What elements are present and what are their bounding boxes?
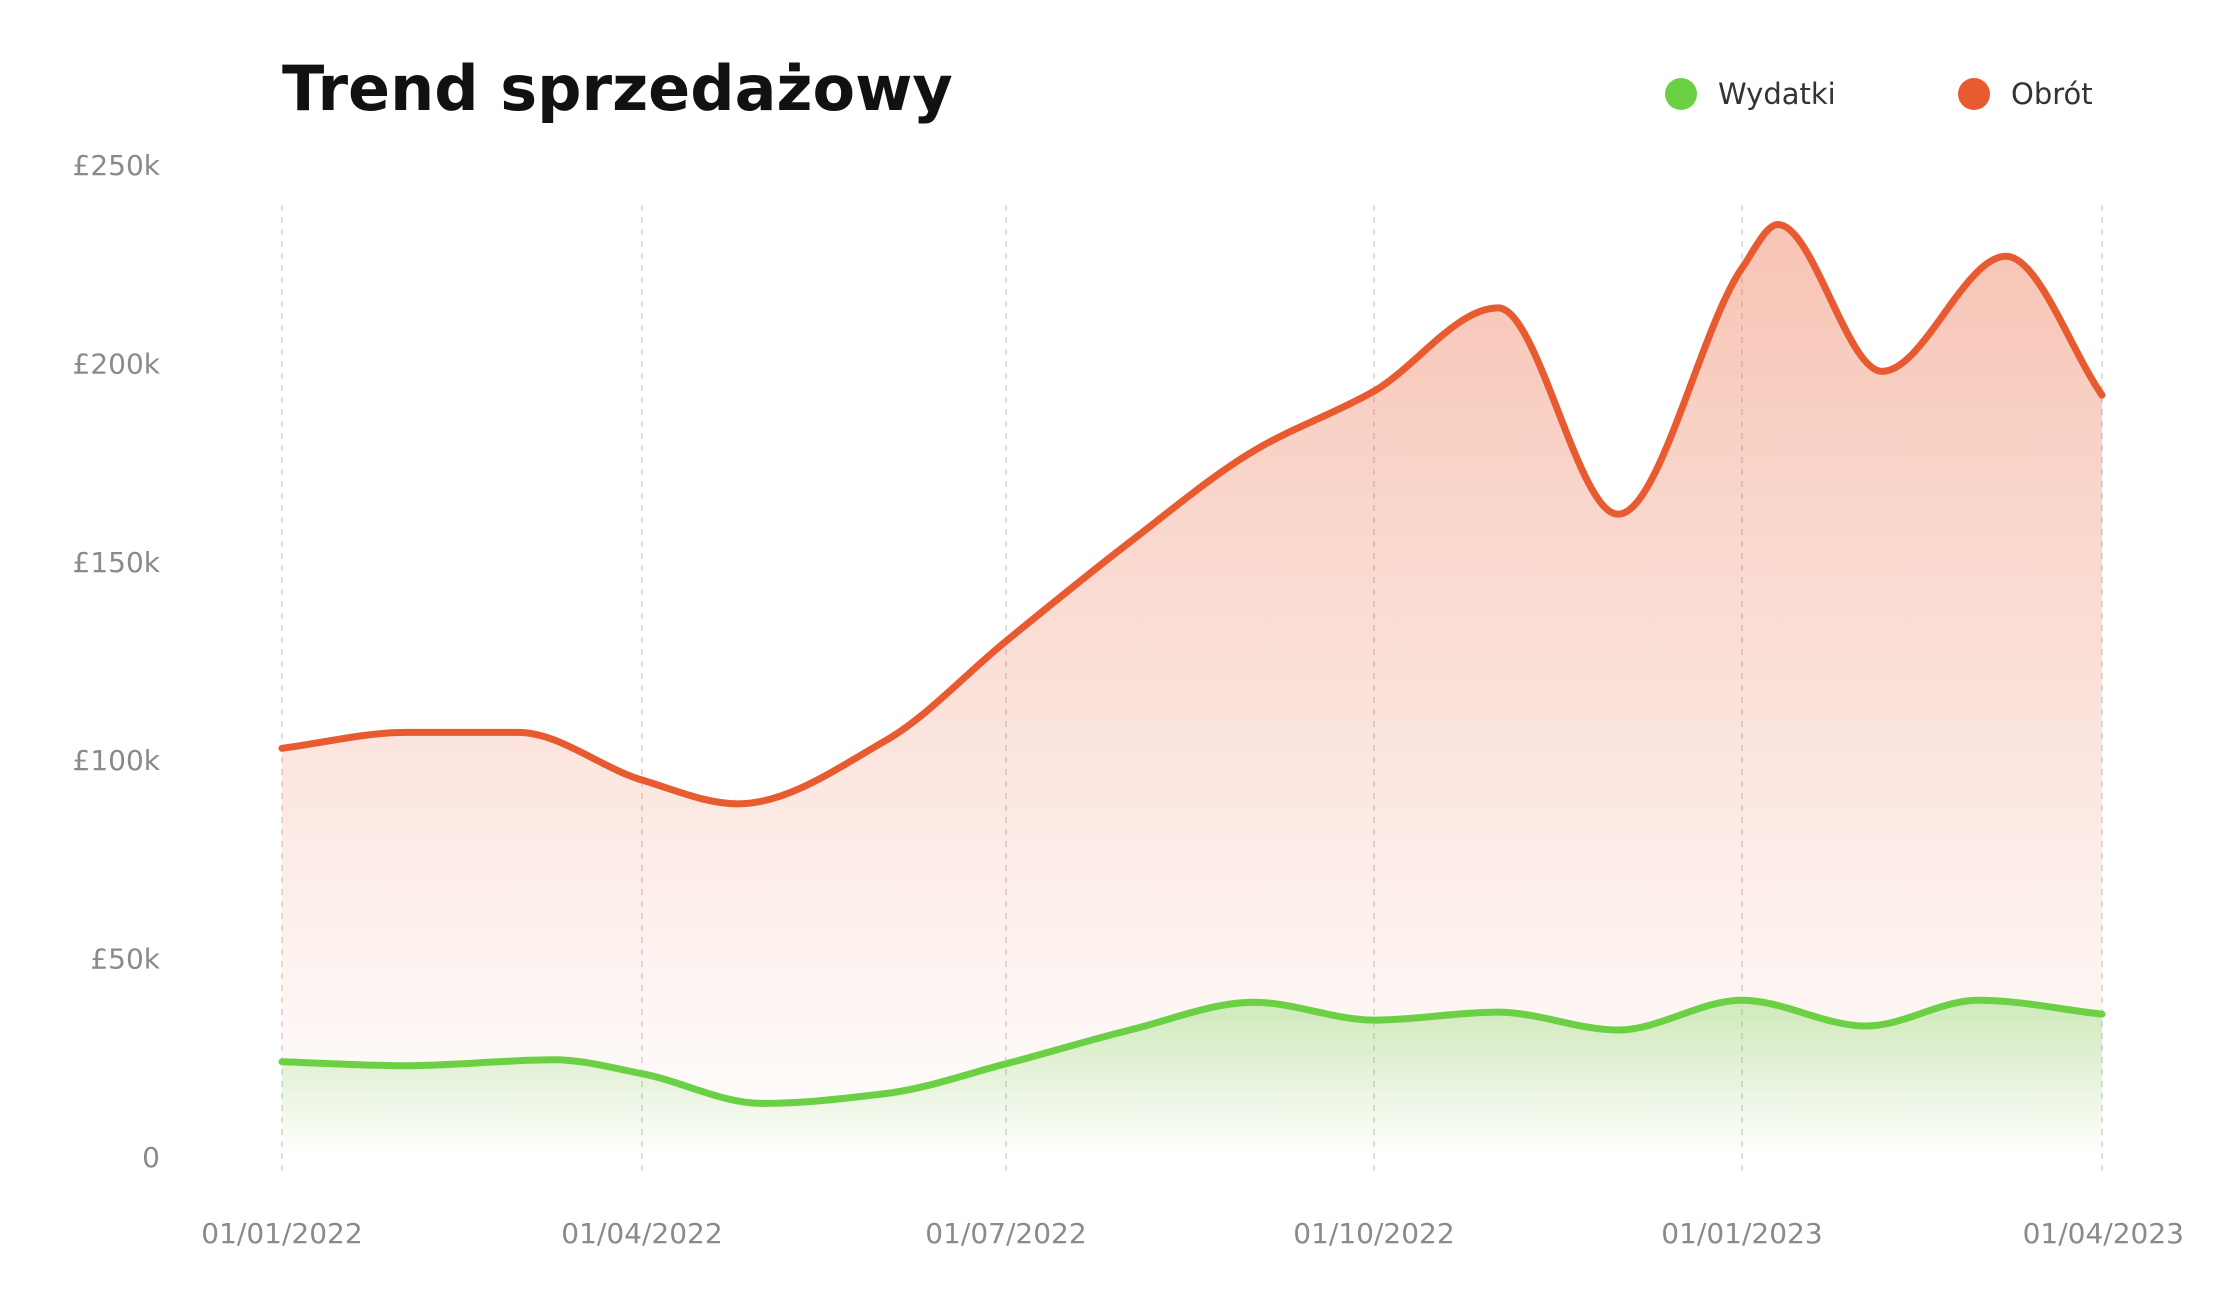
chart-title: Trend sprzedażowy [282,52,953,125]
x-tick-label: 01/10/2022 [1293,1217,1454,1250]
series-area-obrot [282,224,2102,1157]
y-tick-label: £250k [73,149,161,182]
y-tick-label: £100k [73,744,161,777]
y-tick-label: 0 [142,1141,160,1174]
legend-label-obrot: Obrót [2011,77,2093,111]
legend-marker-wydatki [1665,78,1697,110]
series-line-wydatki [278,996,2106,1107]
x-tick-label: 01/07/2022 [925,1217,1086,1250]
x-axis: 01/01/2022 01/04/2022 01/07/2022 01/10/2022… [201,1217,2184,1250]
y-axis: 0 £50k £100k £150k £200k £250k [73,149,161,1174]
legend-marker-obrot [1958,78,1990,110]
series-lines [278,221,2106,1107]
legend-label-wydatki: Wydatki [1718,77,1836,111]
legend: Wydatki Obrót [1665,77,2093,111]
series-line-obrot [278,221,2106,808]
y-tick-label: £50k [90,943,160,976]
x-tick-label: 01/01/2023 [1661,1217,1822,1250]
series-areas [282,224,2102,1157]
y-tick-label: £200k [73,347,161,380]
x-tick-label: 01/04/2022 [561,1217,722,1250]
y-tick-label: £150k [73,546,161,579]
x-tick-label: 01/04/2023 [2023,1217,2184,1250]
series-area-wydatki [282,1000,2102,1157]
x-tick-label: 01/01/2022 [201,1217,362,1250]
